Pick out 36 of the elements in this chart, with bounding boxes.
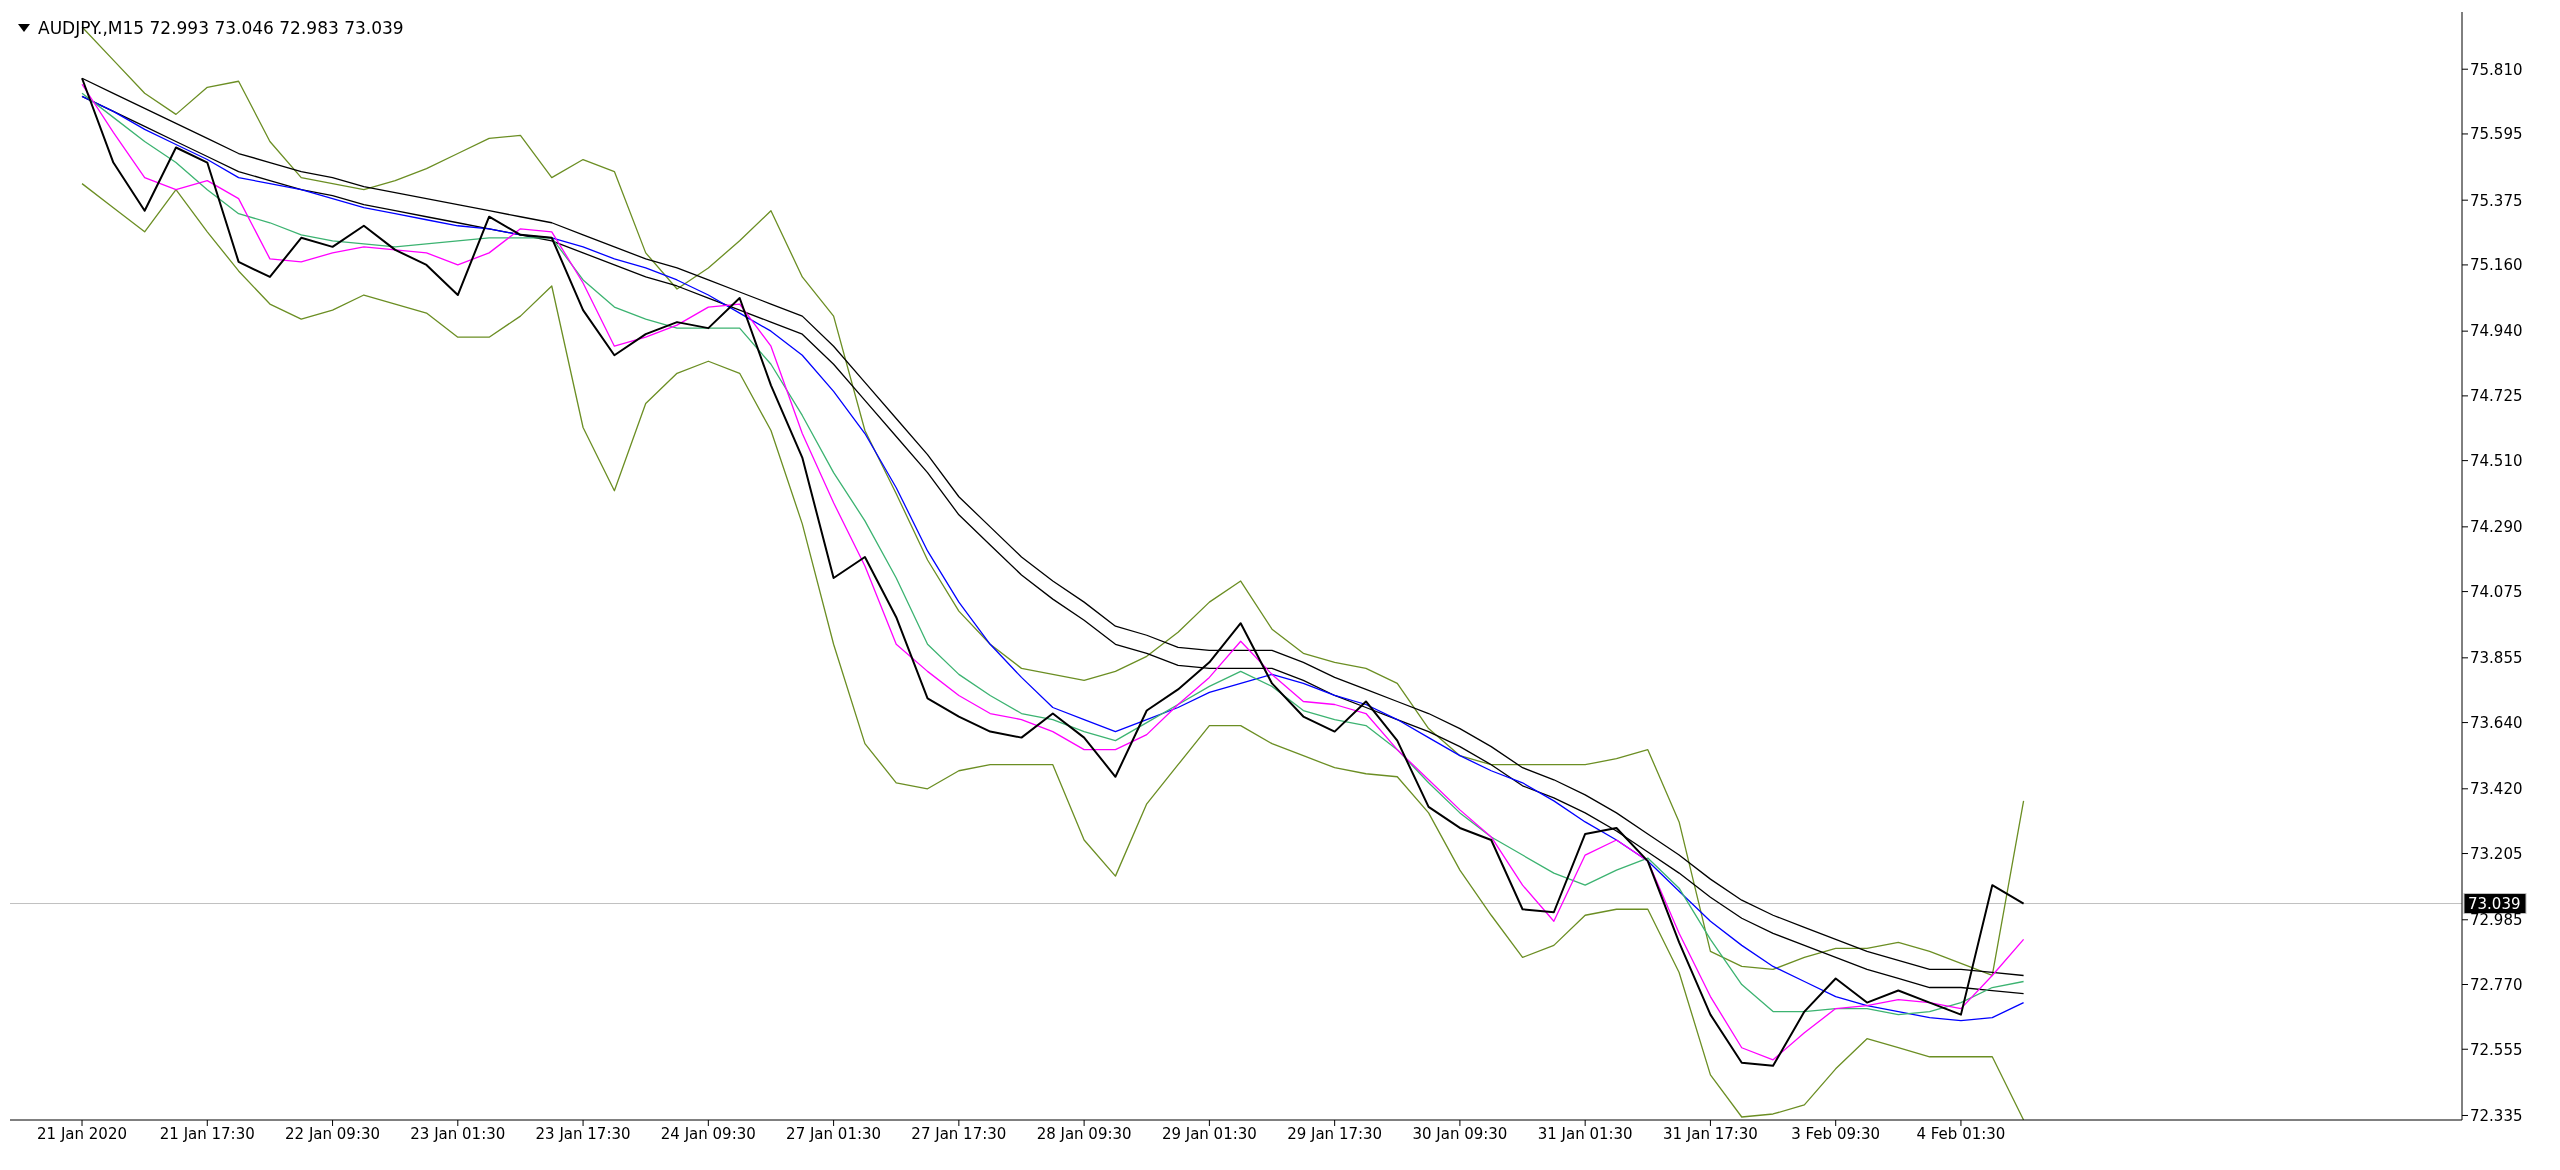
x-tick-label: 31 Jan 01:30 [1537, 1124, 1633, 1143]
y-tick-label: 75.595 [2470, 125, 2523, 144]
x-tick-label: 27 Jan 01:30 [786, 1124, 882, 1143]
x-tick-label: 23 Jan 17:30 [535, 1124, 631, 1143]
y-tick-label: 74.290 [2470, 518, 2523, 537]
x-tick-label: 29 Jan 17:30 [1287, 1124, 1383, 1143]
y-tick-label: 73.640 [2470, 713, 2523, 732]
y-tick-label: 74.510 [2470, 451, 2523, 470]
y-tick-label: 75.810 [2470, 60, 2523, 79]
x-tick-label: 4 Feb 01:30 [1916, 1124, 2006, 1143]
ref-line-label: 73.039 [2468, 894, 2521, 913]
x-tick-label: 23 Jan 01:30 [410, 1124, 506, 1143]
y-tick-label: 73.205 [2470, 844, 2523, 863]
y-tick-label: 73.855 [2470, 649, 2523, 668]
y-tick-label: 74.075 [2470, 582, 2523, 601]
x-tick-label: 30 Jan 09:30 [1412, 1124, 1508, 1143]
x-tick-label: 29 Jan 01:30 [1161, 1124, 1257, 1143]
x-tick-label: 21 Jan 17:30 [159, 1124, 255, 1143]
y-tick-label: 75.375 [2470, 191, 2523, 210]
y-tick-label: 72.335 [2470, 1106, 2523, 1125]
y-tick-label: 72.770 [2470, 975, 2523, 994]
x-tick-label: 31 Jan 17:30 [1662, 1124, 1758, 1143]
x-tick-label: 3 Feb 09:30 [1791, 1124, 1881, 1143]
y-tick-label: 74.725 [2470, 387, 2523, 406]
x-tick-label: 24 Jan 09:30 [660, 1124, 756, 1143]
line-series [81, 182, 2025, 1120]
x-tick-label: 22 Jan 09:30 [285, 1124, 381, 1143]
y-tick-label: 73.420 [2470, 780, 2523, 799]
y-tick-label: 75.160 [2470, 256, 2523, 275]
y-tick-label: 72.985 [2470, 911, 2523, 930]
x-tick-label: 21 Jan 2020 [37, 1124, 127, 1143]
chart-title: AUDJPY.,M15 72.993 73.046 72.983 73.039 [38, 18, 404, 38]
y-tick-label: 72.555 [2470, 1040, 2523, 1059]
x-tick-label: 27 Jan 17:30 [911, 1124, 1007, 1143]
x-tick-label: 28 Jan 09:30 [1036, 1124, 1132, 1143]
y-tick-label: 74.940 [2470, 322, 2523, 341]
